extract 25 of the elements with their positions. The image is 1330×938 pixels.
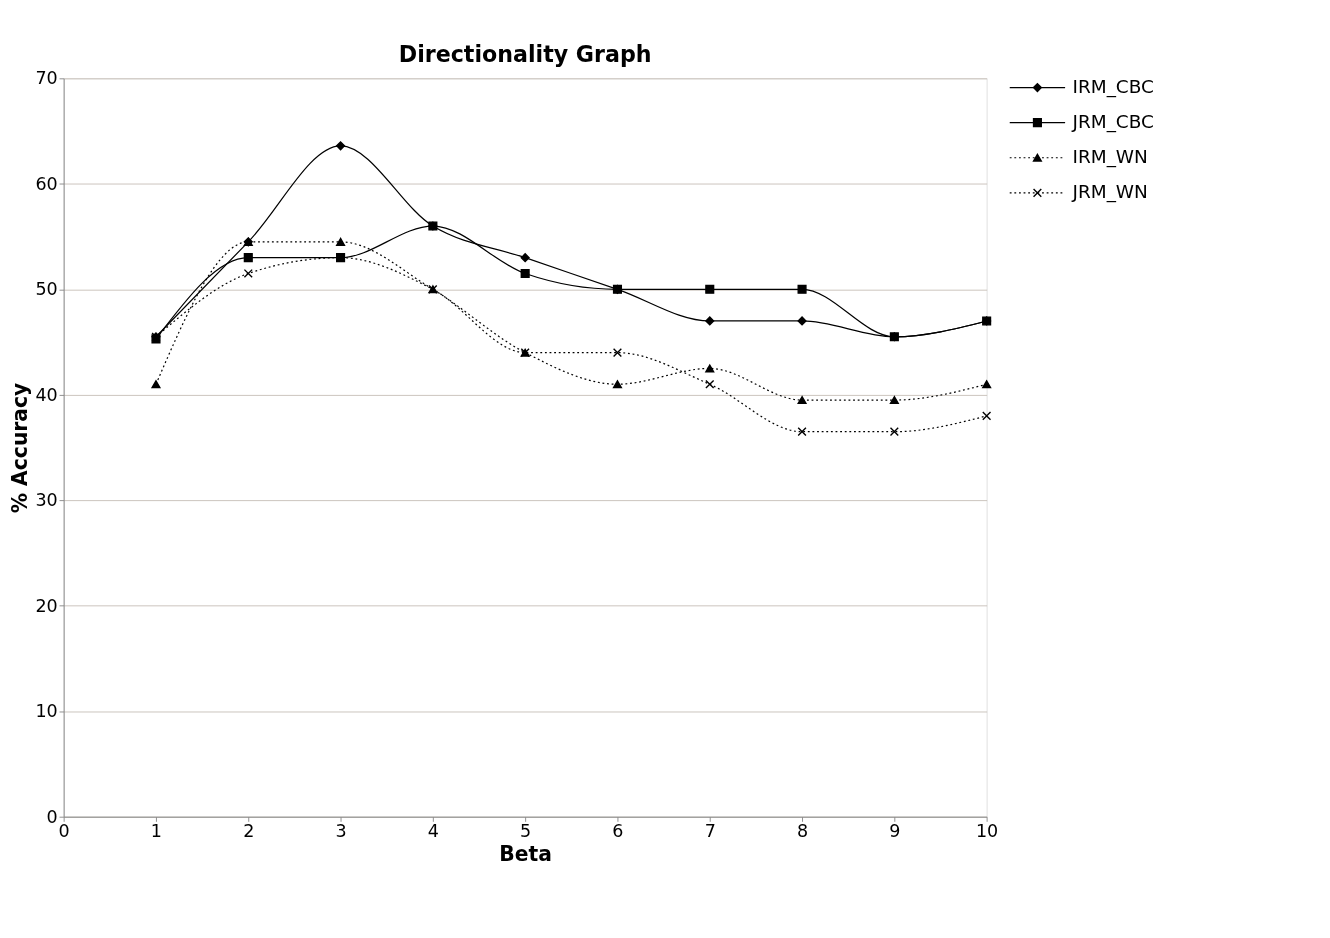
legend-label: JRM_WN [1071, 181, 1148, 204]
y-tick-label: 30 [35, 490, 58, 511]
y-tick-label: 10 [35, 701, 58, 722]
x-tick-label: 5 [520, 821, 532, 842]
legend-label: JRM_CBC [1071, 111, 1154, 134]
y-tick-label: 70 [35, 68, 58, 89]
x-tick-label: 10 [975, 821, 999, 842]
y-axis-title: % Accuracy [8, 382, 33, 514]
x-tick-label: 6 [612, 821, 624, 842]
x-tick-label: 2 [243, 821, 255, 842]
legend-label: IRM_CBC [1072, 76, 1154, 99]
x-axis-title: Beta [499, 841, 552, 866]
x-tick-label: 7 [704, 821, 716, 842]
y-tick-label: 60 [35, 173, 58, 194]
x-tick-label: 4 [427, 821, 439, 842]
y-tick-label: 40 [35, 384, 58, 405]
chart-title: Directionality Graph [398, 40, 652, 67]
y-tick-label: 50 [35, 279, 58, 300]
x-tick-label: 3 [335, 821, 347, 842]
x-tick-label: 1 [150, 821, 163, 842]
y-tick-label: 0 [46, 806, 58, 827]
legend-label: IRM_WN [1072, 146, 1148, 169]
x-tick-label: 9 [889, 821, 901, 842]
y-tick-label: 20 [35, 595, 58, 616]
x-tick-label: 8 [796, 821, 809, 842]
